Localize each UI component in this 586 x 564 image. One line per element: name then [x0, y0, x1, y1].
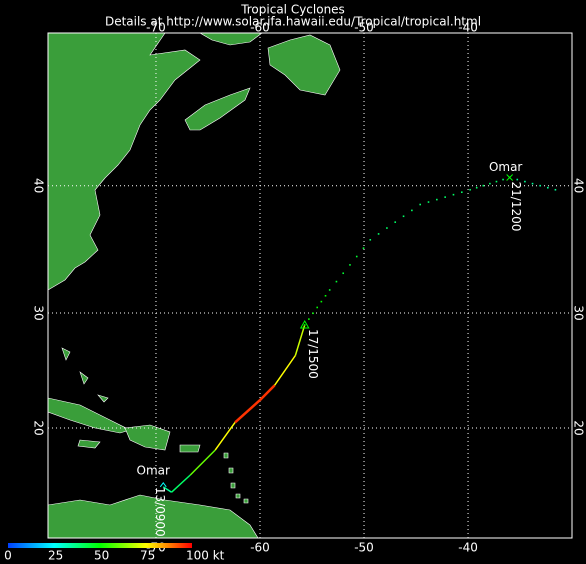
lon-label-bottom: -50 [354, 541, 374, 555]
marker-start [159, 482, 167, 488]
storm-name: Omar [489, 160, 522, 174]
storm-name: Omar [137, 463, 170, 477]
track-dot [461, 191, 463, 194]
track-dot [411, 209, 413, 212]
track-dot [524, 180, 526, 183]
track-dot [419, 203, 421, 206]
track-segment [189, 449, 216, 476]
track-dot [308, 318, 310, 320]
lat-label-left: 20 [32, 420, 46, 435]
track-dot [436, 198, 438, 201]
track-dot [355, 255, 358, 258]
track-dot [475, 186, 478, 189]
track-dot [362, 247, 365, 249]
lon-label-bottom: -40 [458, 541, 478, 555]
time-label: 21/1200 [509, 182, 523, 232]
track-dot [320, 300, 323, 303]
subtitle: Details at http://www.solar.ifa.hawaii.e… [105, 15, 481, 29]
track-segment [214, 422, 236, 451]
track-dot [546, 186, 549, 189]
track-dots [369, 209, 413, 241]
lat-label-right: 30 [572, 305, 586, 320]
track-dot [444, 196, 446, 198]
lon-label-top: -40 [458, 21, 478, 35]
track-segment [171, 474, 191, 493]
colorbar-label: 25 [48, 549, 63, 563]
track-segment [162, 486, 172, 493]
track-dot [316, 306, 319, 309]
track-dots [554, 188, 557, 191]
land [47, 32, 341, 539]
lat-label-left: 30 [32, 305, 46, 320]
track-segment [259, 384, 276, 401]
track-dot [342, 272, 345, 275]
lon-label-bottom: -60 [250, 541, 270, 555]
track-dots [469, 178, 504, 191]
lon-label-top: -70 [146, 21, 166, 35]
puerto-rico [179, 444, 201, 453]
track-dot [495, 180, 498, 183]
colorbar-label: 75 [140, 549, 155, 563]
jamaica [77, 439, 101, 449]
title: Tropical Cyclones [240, 3, 345, 17]
colorbar-label: 100 kt [186, 549, 225, 563]
marker-end [506, 174, 514, 181]
lon-label-top: -50 [354, 21, 374, 35]
track-dot [394, 221, 397, 223]
track-dot [328, 289, 331, 291]
track-dot [502, 178, 504, 181]
newfoundland [267, 34, 341, 96]
track-dot [427, 201, 430, 203]
lat-label-right: 40 [572, 178, 586, 193]
track-dot [312, 312, 314, 315]
map-frame [47, 32, 573, 539]
marker-mid [299, 319, 310, 329]
time-label: 13/0900 [153, 487, 167, 537]
track-dot [489, 182, 491, 185]
track-dot [469, 188, 471, 191]
track-dot [531, 182, 534, 185]
track-segment [234, 399, 261, 424]
track-dot [539, 184, 541, 187]
track-dot [482, 184, 485, 187]
colorbar [8, 543, 192, 548]
track-dots [328, 247, 365, 291]
track-dot [377, 233, 380, 235]
nova-scotia [184, 87, 251, 131]
track-dot [335, 280, 338, 283]
colorbar-label: 50 [94, 549, 109, 563]
track-dots [419, 191, 463, 206]
lesser-antilles [223, 452, 249, 504]
track-dot [369, 239, 372, 241]
lat-label-right: 20 [572, 420, 586, 435]
bahamas [61, 347, 109, 403]
cuba [47, 397, 131, 434]
track-dot [516, 178, 519, 181]
track-dot [554, 188, 557, 191]
lat-label-left: 40 [32, 178, 46, 193]
track-dot [324, 294, 327, 297]
track-dot [349, 264, 351, 266]
track-segment [294, 324, 306, 356]
labrador [198, 32, 263, 46]
track-dots [303, 294, 327, 326]
track-dot [452, 193, 455, 196]
track-dot [402, 215, 405, 218]
colorbar-label: 0 [4, 549, 12, 563]
track-dot [303, 324, 306, 326]
hispaniola [124, 424, 171, 451]
lon-label-top: -60 [250, 21, 270, 35]
track-segment [273, 355, 296, 386]
north-america [47, 32, 201, 291]
track-dot [386, 227, 388, 229]
time-label: 17/1500 [306, 329, 320, 379]
